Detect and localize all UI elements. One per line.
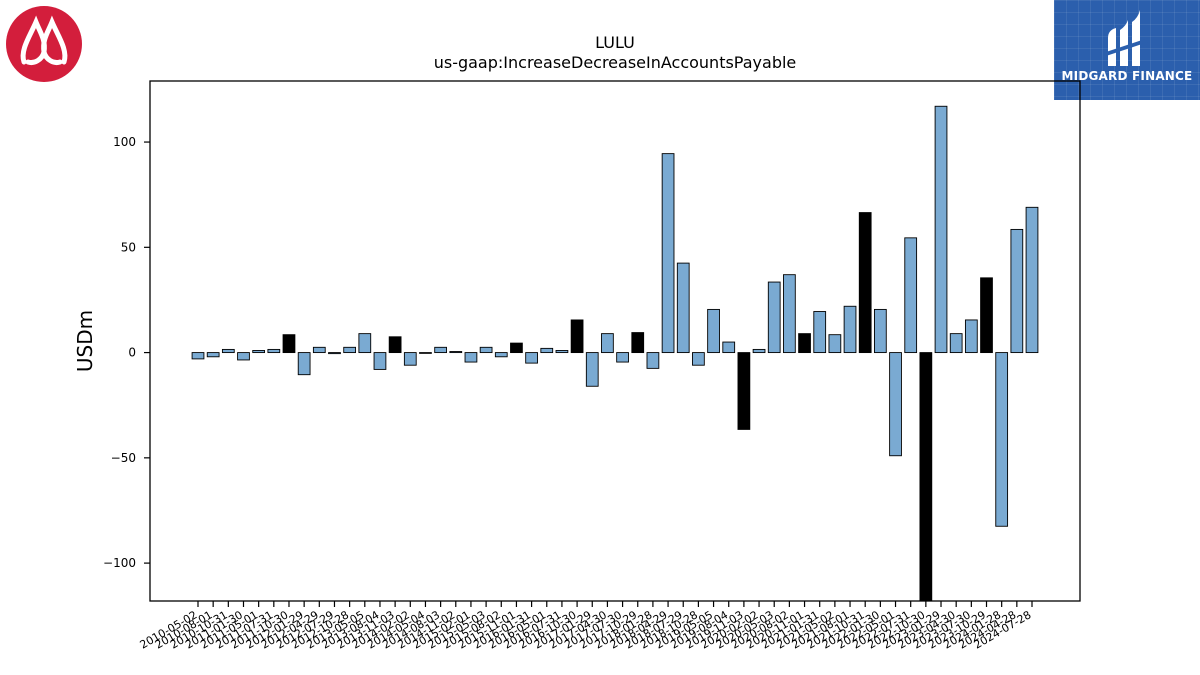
bars-group — [191, 105, 1039, 602]
lululemon-logo — [6, 6, 82, 82]
bar-2013-11-03 — [388, 336, 402, 354]
bar-2011-05-01 — [252, 350, 266, 354]
bar-2022-07-31 — [904, 237, 918, 354]
bar-2012-07-29 — [328, 352, 341, 355]
bar-2010-08-01 — [206, 352, 220, 358]
bar-2017-01-29 — [585, 352, 599, 387]
bar-2015-02-01 — [464, 352, 478, 363]
bar-2012-01-29 — [297, 352, 311, 376]
bar-2018-10-28 — [692, 352, 705, 366]
y-tick-label: −50 — [111, 451, 136, 465]
bar-2020-02-02 — [752, 348, 766, 354]
bar-2011-10-30 — [282, 334, 296, 354]
midgard-mark-icon — [1106, 10, 1148, 66]
bar-2016-07-31 — [555, 350, 569, 354]
bar-2014-08-03 — [434, 346, 447, 354]
bar-2017-07-30 — [616, 352, 629, 363]
bar-2024-01-28 — [995, 352, 1009, 527]
bar-2010-10-31 — [221, 348, 235, 354]
bar-2011-07-31 — [267, 348, 281, 354]
bar-2016-05-01 — [540, 347, 554, 354]
y-tick-label: 0 — [128, 346, 136, 360]
bar-2021-08-01 — [843, 305, 857, 354]
bar-2013-08-04 — [373, 352, 387, 370]
bar-2020-08-02 — [783, 274, 796, 354]
bar-2012-10-28 — [343, 346, 357, 354]
bar-2023-07-30 — [964, 319, 978, 354]
y-axis-label: USDm — [73, 310, 97, 372]
bar-2022-10-30 — [919, 352, 933, 602]
bar-2011-01-30 — [237, 352, 250, 361]
bar-2017-04-30 — [601, 333, 614, 354]
bar-2014-05-04 — [419, 352, 432, 354]
bar-2019-11-03 — [737, 352, 751, 430]
chart-subtitle: us-gaap:IncreaseDecreaseInAccountsPayabl… — [434, 53, 797, 72]
bar-2019-08-04 — [722, 341, 736, 354]
bar-2017-10-29 — [631, 332, 645, 354]
chart-title: LULU — [595, 33, 635, 52]
y-tick-label: 100 — [113, 135, 136, 149]
bar-2018-01-28 — [646, 352, 660, 369]
plot-frame — [149, 80, 1081, 602]
bar-2013-05-05 — [358, 333, 372, 354]
x-ticks-group: 2010-05-022010-08-012010-10-312011-01-30… — [138, 601, 1034, 652]
bar-2023-01-29 — [934, 105, 948, 354]
midgard-finance-logo: MIDGARD FINANCE — [1054, 0, 1200, 100]
bar-2015-08-02 — [494, 352, 508, 358]
bar-2014-02-02 — [403, 352, 417, 366]
bar-2022-01-30 — [873, 308, 887, 354]
bar-2021-10-31 — [858, 212, 872, 354]
bar-2010-05-02 — [191, 352, 205, 360]
bar-2015-05-03 — [479, 346, 493, 354]
bar-2023-10-29 — [980, 277, 993, 354]
bar-2022-05-01 — [889, 352, 902, 457]
bar-2024-07-28 — [1025, 206, 1039, 354]
bar-2020-11-01 — [798, 333, 811, 354]
bar-2014-11-02 — [449, 351, 463, 354]
bar-2021-01-31 — [813, 311, 827, 354]
brand-name: MIDGARD FINANCE — [1061, 69, 1193, 83]
bar-2016-01-31 — [525, 352, 538, 364]
y-ticks-group: −100 −50 0 50 100 — [103, 135, 150, 570]
bar-2020-05-03 — [767, 281, 781, 354]
bar-2018-07-29 — [676, 262, 690, 354]
bar-2016-10-30 — [570, 319, 584, 354]
bar-2018-04-29 — [661, 153, 675, 354]
bar-2019-05-05 — [707, 308, 720, 354]
y-tick-label: −100 — [103, 556, 136, 570]
bar-2023-04-30 — [949, 333, 963, 354]
bar-2012-04-29 — [312, 346, 326, 354]
y-tick-label: 50 — [121, 240, 136, 254]
bar-2015-11-01 — [510, 342, 523, 354]
bar-2024-04-28 — [1010, 228, 1024, 354]
bar-2021-05-02 — [828, 334, 842, 354]
